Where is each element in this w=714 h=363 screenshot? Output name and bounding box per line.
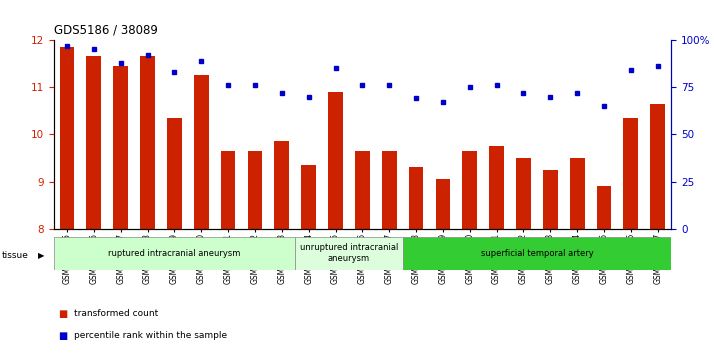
- Bar: [650, 103, 665, 229]
- Text: GDS5186 / 38089: GDS5186 / 38089: [54, 24, 157, 37]
- Bar: [274, 142, 289, 229]
- Text: tissue: tissue: [1, 252, 29, 260]
- Text: transformed count: transformed count: [74, 310, 159, 318]
- FancyBboxPatch shape: [403, 237, 671, 270]
- Bar: [194, 75, 208, 229]
- Bar: [382, 151, 396, 229]
- FancyBboxPatch shape: [54, 237, 295, 270]
- Bar: [248, 151, 262, 229]
- Bar: [489, 146, 504, 229]
- Bar: [570, 158, 585, 229]
- Text: ruptured intracranial aneurysm: ruptured intracranial aneurysm: [109, 249, 241, 258]
- Bar: [597, 186, 611, 229]
- Text: percentile rank within the sample: percentile rank within the sample: [74, 331, 227, 340]
- Bar: [86, 56, 101, 229]
- Text: ■: ■: [59, 309, 68, 319]
- Bar: [463, 151, 477, 229]
- Bar: [328, 92, 343, 229]
- Text: superficial temporal artery: superficial temporal artery: [481, 249, 593, 258]
- Bar: [221, 151, 236, 229]
- Bar: [623, 118, 638, 229]
- Bar: [114, 66, 128, 229]
- Text: ■: ■: [59, 331, 68, 341]
- Bar: [543, 170, 558, 229]
- Bar: [408, 167, 423, 229]
- Text: unruptured intracranial
aneurysm: unruptured intracranial aneurysm: [300, 244, 398, 263]
- Text: ▶: ▶: [38, 252, 44, 260]
- Bar: [59, 47, 74, 229]
- Bar: [436, 179, 451, 229]
- Bar: [140, 56, 155, 229]
- Bar: [355, 151, 370, 229]
- Bar: [301, 165, 316, 229]
- Bar: [167, 118, 182, 229]
- FancyBboxPatch shape: [295, 237, 403, 270]
- Bar: [516, 158, 531, 229]
